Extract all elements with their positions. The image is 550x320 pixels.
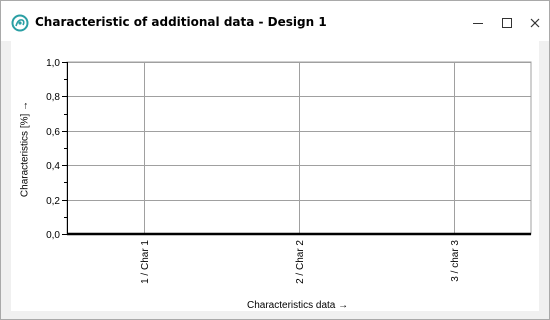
y-tick-label: 0,2 — [46, 196, 60, 207]
close-button[interactable] — [520, 9, 550, 37]
y-tick-label: 0,4 — [46, 161, 60, 172]
y-tick-label: 0,8 — [46, 92, 60, 103]
x-tick-label: 3 / char 3 — [450, 240, 461, 282]
minimize-icon — [473, 23, 483, 24]
app-logo-icon — [11, 14, 29, 32]
title-bar[interactable]: Characteristic of additional data - Desi… — [1, 1, 549, 41]
y-tick-label: 1,0 — [46, 58, 60, 69]
close-icon — [530, 18, 540, 28]
x-tick-label: 1 / Char 1 — [140, 240, 151, 284]
x-axis-label: Characteristics data → — [247, 300, 349, 311]
maximize-button[interactable] — [492, 9, 522, 37]
window-title: Characteristic of additional data - Desi… — [35, 15, 327, 29]
y-axis-label: Characteristics [%] → — [19, 100, 31, 198]
y-tick-label: 0,0 — [46, 230, 60, 241]
x-tick-label: 2 / Char 2 — [295, 240, 306, 284]
y-tick-label: 0,6 — [46, 127, 60, 138]
minimize-button[interactable] — [463, 9, 493, 37]
maximize-icon — [502, 18, 512, 28]
